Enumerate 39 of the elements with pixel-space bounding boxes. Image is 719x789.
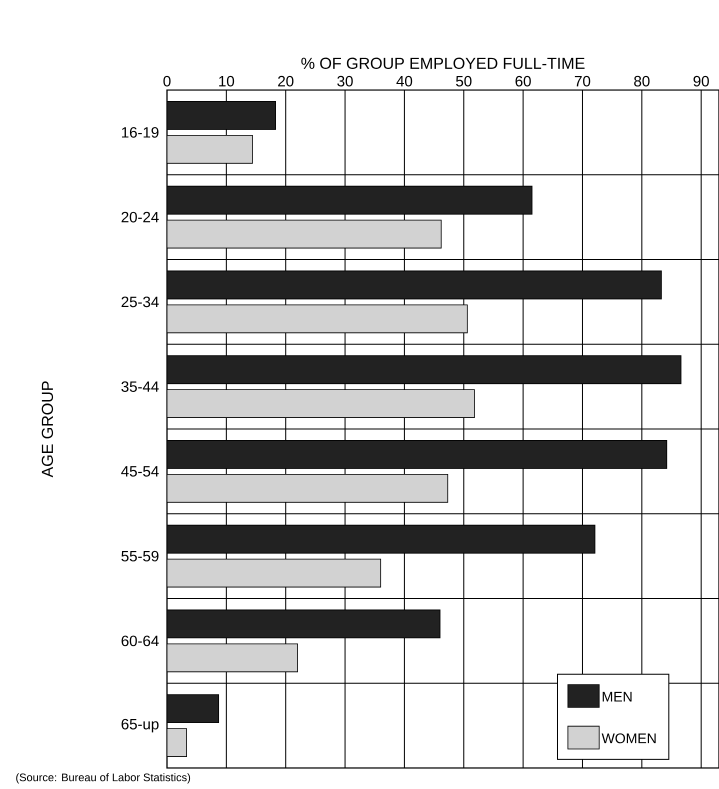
y-tick-label: 20-24	[122, 212, 159, 222]
bar	[167, 304, 468, 334]
legend-label: MEN	[602, 692, 632, 702]
y-axis-title: AGE GROUP	[42, 381, 54, 478]
text: (Source: Bureau of Labor Statistics)	[16, 773, 190, 784]
bar	[167, 610, 440, 638]
x-tick-label: 80	[634, 76, 650, 86]
y-tick-label: 65-up	[122, 718, 159, 732]
y-tick-label: 16-19	[122, 127, 158, 138]
y-tick-label: 35-44	[121, 381, 159, 392]
bar	[167, 270, 662, 300]
bar	[167, 643, 298, 672]
x-axis-title: % OF GROUP EMPLOYED FULL-TIME	[301, 58, 585, 69]
bar	[167, 440, 668, 469]
bar	[167, 389, 475, 418]
x-tick-label: 20	[278, 76, 294, 86]
bar	[167, 186, 532, 215]
y-tick-label: 45-54	[121, 466, 159, 477]
x-tick-label: 60	[516, 76, 531, 86]
x-tick-label: 0	[163, 76, 171, 86]
bar	[167, 524, 596, 554]
x-tick-label: 70	[574, 76, 590, 86]
y-tick-label: 60-64	[122, 636, 159, 646]
bar	[167, 474, 448, 503]
bar	[167, 220, 442, 248]
x-tick-label: 10	[219, 76, 234, 86]
x-tick-label: 40	[396, 76, 412, 86]
bar	[167, 694, 220, 724]
x-tick-label: 90	[694, 76, 709, 86]
bar	[167, 558, 382, 588]
y-tick-label: 55-59	[121, 550, 158, 562]
bar	[167, 134, 253, 164]
x-tick-label: 50	[456, 76, 472, 86]
y-tick-label: 25-34	[122, 296, 159, 308]
legend-label: WOMEN	[602, 733, 656, 744]
x-tick-label: 30	[337, 76, 353, 86]
bar	[167, 728, 187, 757]
bar	[167, 101, 276, 130]
bar	[167, 355, 682, 384]
